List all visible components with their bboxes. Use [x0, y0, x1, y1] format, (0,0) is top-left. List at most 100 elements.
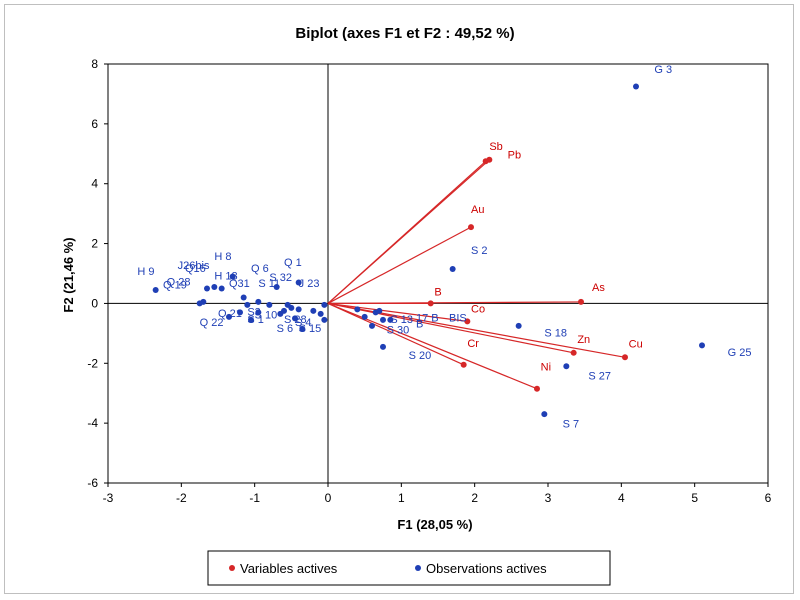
observation-label: S 11	[258, 278, 280, 290]
observation-point	[380, 316, 386, 323]
observation-point	[633, 83, 639, 90]
x-tick-label: 5	[691, 491, 698, 505]
observation-label: S 28	[284, 314, 307, 326]
observation-point	[376, 307, 383, 314]
observation-point	[563, 363, 570, 370]
observation-point	[387, 316, 394, 323]
observation-label: J26bis	[178, 260, 210, 272]
observation-label: S 18	[544, 327, 567, 339]
legend-label-observations: Observations actives	[426, 561, 547, 576]
observation-point	[255, 298, 262, 305]
legend-label-variables: Variables actives	[240, 561, 338, 576]
observation-point	[273, 283, 280, 290]
x-tick-label: -3	[103, 491, 114, 505]
variable-point	[482, 158, 489, 165]
observation-label: B	[416, 318, 423, 330]
y-tick-label: -6	[87, 476, 98, 490]
y-tick-label: 2	[91, 237, 98, 251]
variable-point	[464, 318, 471, 325]
observation-label: Q31	[229, 278, 250, 290]
variable-vector	[327, 302, 468, 322]
observation-label: Q 21	[218, 308, 242, 320]
x-tick-label: -2	[176, 491, 187, 505]
observation-label: H 8	[214, 251, 231, 263]
observation-label: S 2	[471, 245, 488, 257]
observation-label: H 9	[137, 266, 154, 278]
observation-point	[152, 286, 159, 293]
observation-point	[361, 313, 368, 320]
observation-label: BIS	[449, 312, 467, 324]
y-tick-label: -4	[87, 416, 98, 430]
y-tick-label: 4	[91, 177, 98, 191]
observation-point	[699, 342, 705, 349]
observation-label: S 10	[255, 309, 278, 321]
observation-label: S3	[247, 306, 260, 318]
observation-point	[310, 307, 317, 314]
variable-label: Cu	[629, 338, 643, 350]
observation-label: S 7	[563, 419, 580, 431]
x-tick-label: 1	[398, 491, 405, 505]
x-tick-label: 6	[765, 491, 772, 505]
observation-point	[218, 285, 225, 292]
legend-marker-variables	[229, 565, 235, 571]
variable-label: Au	[471, 204, 484, 216]
observation-point	[515, 322, 522, 329]
observation-label: S 27	[588, 371, 611, 383]
variable-label: Ni	[541, 362, 551, 374]
variable-label: Sb	[489, 141, 502, 153]
legend: Variables actives Observations actives	[207, 550, 611, 586]
variable-vector	[327, 160, 487, 304]
variable-label: Cr	[467, 338, 479, 350]
y-axis-title: F2 (21,46 %)	[61, 237, 76, 312]
legend-box	[207, 550, 611, 586]
observation-point	[541, 411, 548, 418]
y-tick-label: 0	[91, 296, 98, 310]
observation-label: G 3	[654, 64, 672, 76]
observation-point	[321, 301, 328, 308]
variable-label: B	[434, 286, 441, 298]
y-tick-label: 8	[91, 57, 98, 71]
variable-label: As	[592, 282, 605, 294]
observation-point	[321, 316, 328, 323]
observation-label: S 4	[295, 317, 312, 329]
observation-point	[292, 315, 298, 322]
observation-point	[244, 301, 251, 308]
observation-label: Q 22	[200, 317, 224, 329]
variable-point	[468, 224, 474, 231]
variable-label: Zn	[577, 334, 590, 346]
plot-area: -3 -2 -1 0 1 2 3 4 5 6 8 6 4 2 0 -2 -4 -6 Sb Pb Au As B Co Zn Cu C…	[87, 57, 771, 505]
variable-point	[570, 349, 577, 356]
observation-point	[204, 285, 210, 292]
variable-point	[534, 385, 540, 392]
biplot-chart: Biplot (axes F1 et F2 : 49,52 %) F1 (28,…	[61, 25, 772, 586]
observation-label: Q16	[185, 263, 206, 275]
observation-label: S 30	[387, 324, 410, 336]
observation-label: S 6	[277, 323, 294, 335]
observation-label: S 20	[409, 350, 432, 362]
observation-label: Q 19	[163, 279, 187, 291]
x-tick-label: -1	[249, 491, 260, 505]
observation-point	[196, 300, 203, 307]
x-tick-label: 4	[618, 491, 625, 505]
chart-frame: Biplot (axes F1 et F2 : 49,52 %) F1 (28,…	[4, 4, 794, 594]
variable-vector	[327, 302, 574, 354]
chart-title: Biplot (axes F1 et F2 : 49,52 %)	[295, 25, 514, 42]
observation-label: Q 28	[167, 276, 191, 288]
variable-point	[578, 298, 584, 305]
y-tick-label: 6	[91, 117, 98, 131]
variable-point	[427, 300, 434, 307]
observation-point	[299, 325, 306, 332]
observation-point	[229, 273, 236, 280]
observation-point	[449, 266, 456, 273]
observation-point	[266, 301, 273, 308]
plot-border	[107, 63, 769, 484]
observation-point	[211, 283, 218, 290]
y-tick-label: -2	[87, 356, 98, 370]
observation-point	[295, 279, 302, 286]
observation-point	[317, 310, 324, 317]
legend-marker-observations	[415, 565, 421, 571]
x-tick-label: 2	[471, 491, 478, 505]
variable-label: Co	[471, 303, 485, 315]
observation-point	[295, 306, 302, 313]
observation-point	[237, 309, 243, 316]
